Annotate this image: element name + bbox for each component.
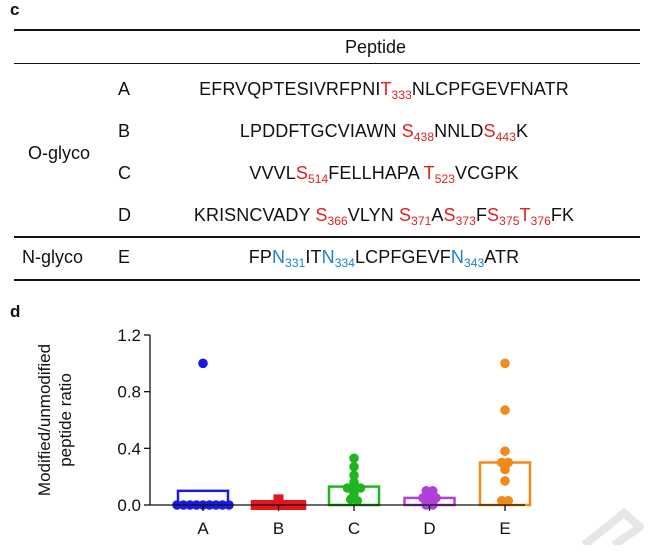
modified-residue: S [401, 121, 414, 141]
sequence-text: IT [305, 247, 322, 267]
modified-residue: T [519, 205, 531, 225]
row-id-c: C [118, 163, 131, 183]
row-id-d: D [118, 205, 131, 225]
data-point [349, 477, 359, 488]
site-number: 523 [434, 172, 456, 186]
ratio-dot-plot: 0.0 0.4 0.8 1.2 Modified/unmodified peptide r… [35, 326, 532, 538]
x-tick-label: A [197, 519, 209, 538]
table-header-rule [14, 63, 640, 64]
data-point [349, 453, 359, 464]
sequence-text: EFRVQPTESIVRFPNI [199, 79, 381, 99]
sequence-text: FK [550, 205, 575, 225]
data-point [500, 446, 510, 456]
sequence-text: KRISNCVADY [193, 205, 316, 225]
x-tick-label: D [423, 519, 435, 538]
modified-residue: S [443, 205, 456, 225]
y-axis-label: Modified/unmodified [35, 344, 54, 496]
modified-residue: N [271, 247, 286, 267]
x-tick-label: E [499, 519, 510, 538]
data-point [427, 486, 438, 496]
site-number: 333 [391, 88, 412, 102]
row-id-e: E [118, 247, 131, 267]
data-point [349, 461, 359, 472]
modified-residue: S [483, 121, 496, 141]
modified-residue: S [315, 205, 328, 225]
modified-residue: T [423, 163, 435, 183]
sequence-text: NLCPFGEVFNATR [411, 79, 569, 99]
modified-residue: T [380, 79, 392, 99]
y-tick-label: 0.0 [117, 496, 141, 515]
site-number: 443 [495, 130, 516, 144]
sequence-text: VVVL [249, 163, 296, 183]
row-id-a: A [118, 79, 131, 99]
site-number: 373 [455, 214, 476, 228]
peptide-sequence-d: KRISNCVADY S366VLYN S371AS373FS375T376FK [194, 205, 574, 228]
sequence-text: FELLHAPA [328, 163, 424, 183]
site-number: 371 [411, 214, 432, 228]
modified-residue: S [487, 205, 500, 225]
table-bottom-rule [14, 279, 640, 281]
data-point [198, 358, 208, 369]
site-number: 438 [413, 130, 435, 144]
site-number: 343 [463, 256, 485, 270]
sequence-text: K [515, 121, 529, 141]
y-tick-label: 1.2 [117, 326, 141, 345]
modified-residue: S [398, 205, 412, 225]
sequence-text: VLYN [347, 205, 399, 225]
y-tick-label: 0.4 [117, 439, 141, 458]
site-number: 334 [334, 256, 356, 270]
group-label-o-glyco: O-glyco [28, 143, 91, 163]
data-point [503, 495, 514, 506]
site-number: 376 [530, 214, 551, 228]
modified-residue: N [321, 247, 335, 267]
site-number: 331 [285, 256, 306, 270]
data-point [500, 358, 510, 369]
y-axis-label: peptide ratio [56, 373, 75, 467]
x-tick-label: B [273, 519, 284, 538]
data-point [500, 405, 510, 415]
x-tick-label: C [348, 519, 360, 538]
sequence-text: LPDDFTGCVIAWN [239, 121, 402, 141]
data-point [355, 483, 366, 493]
sequence-text: A [431, 205, 444, 225]
site-number: 375 [499, 214, 520, 228]
data-point [500, 476, 510, 486]
data-point [273, 494, 284, 505]
peptide-sequence-e: FPN331ITN334LCPFGEVFN343ATR [249, 247, 520, 270]
panel-c-label: c [10, 0, 20, 19]
peptide-sequence-b: LPDDFTGCVIAWN S438NNLDS443K [240, 121, 528, 144]
table-group-rule [14, 236, 640, 238]
peptide-sequence-c: VVVLS514FELLHAPA T523VCGPK [249, 163, 518, 186]
sequence-text: F [475, 205, 488, 225]
y-tick-label: 0.8 [117, 383, 141, 402]
data-point [349, 470, 359, 481]
peptide-sequence-a: EFRVQPTESIVRFPNIT333NLCPFGEVFNATR [199, 79, 569, 102]
sequence-text: NNLD [434, 121, 484, 141]
table-header-peptide: Peptide [345, 37, 407, 57]
modified-residue: S [295, 163, 308, 183]
site-number: 514 [307, 172, 329, 186]
data-point [503, 457, 514, 468]
group-label-n-glyco: N-glyco [22, 247, 84, 267]
panel-d-label: d [10, 302, 21, 321]
sequence-text: FP [248, 247, 272, 267]
table-top-rule [14, 29, 640, 31]
corner-watermark-icon [581, 507, 644, 545]
sequence-text: LCPFGEVF [355, 247, 451, 267]
row-id-b: B [118, 121, 131, 141]
modified-residue: N [450, 247, 464, 267]
site-number: 366 [327, 214, 348, 228]
sequence-text: VCGPK [455, 163, 519, 183]
sequence-text: ATR [484, 247, 520, 267]
